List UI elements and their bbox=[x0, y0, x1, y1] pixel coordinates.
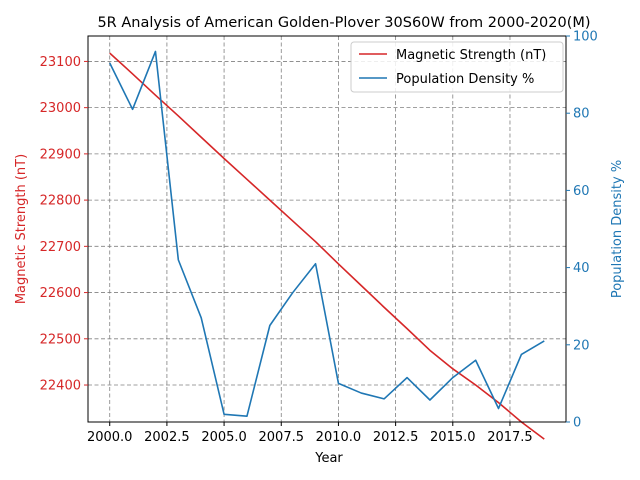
left-y-axis-label: Magnetic Strength (nT) bbox=[14, 154, 29, 304]
plot-frame bbox=[87, 35, 567, 423]
left-y-tick-label: 22800 bbox=[40, 194, 81, 209]
legend-label-population-density: Population Density % bbox=[396, 72, 534, 87]
chart-title: 5R Analysis of American Golden-Plover 30… bbox=[97, 15, 590, 31]
series-lines bbox=[109, 50, 545, 440]
right-y-tick-label: 100 bbox=[573, 30, 598, 45]
right-y-axis-label: Population Density % bbox=[610, 160, 625, 298]
left-y-axis-ticks: 22400 22500 22600 22700 22800 22900 23000 23100 bbox=[40, 55, 88, 394]
x-tick-label: 2017.5 bbox=[487, 430, 533, 445]
right-y-tick-label: 40 bbox=[573, 261, 590, 276]
right-y-tick-label: 0 bbox=[573, 416, 581, 431]
x-axis-ticks: 2000.0 2002.5 2005.0 2007.5 2010.0 2012.5 2015… bbox=[87, 422, 533, 445]
legend-label-magnetic-strength: Magnetic Strength (nT) bbox=[396, 48, 546, 63]
grid-lines bbox=[88, 36, 566, 422]
x-tick-label: 2010.0 bbox=[316, 430, 362, 445]
left-y-tick-label: 22500 bbox=[40, 332, 81, 347]
right-y-tick-label: 80 bbox=[573, 107, 590, 122]
right-y-axis-ticks: 0 20 40 60 80 100 bbox=[566, 30, 598, 431]
right-y-tick-label: 60 bbox=[573, 184, 590, 199]
x-tick-label: 2007.5 bbox=[259, 430, 305, 445]
x-tick-label: 2012.5 bbox=[373, 430, 419, 445]
right-y-tick-label: 20 bbox=[573, 338, 590, 353]
legend: Magnetic Strength (nT) Population Densit… bbox=[350, 41, 564, 93]
series-line-magnetic-strength bbox=[109, 52, 545, 440]
x-tick-label: 2000.0 bbox=[87, 430, 133, 445]
left-y-tick-label: 22900 bbox=[40, 147, 81, 162]
left-y-tick-label: 22700 bbox=[40, 240, 81, 255]
left-y-tick-label: 22400 bbox=[40, 379, 81, 394]
legend-box bbox=[350, 41, 564, 93]
series-line-population-density bbox=[109, 50, 545, 418]
x-axis-label: Year bbox=[314, 451, 343, 466]
x-tick-label: 2005.0 bbox=[201, 430, 247, 445]
left-y-tick-label: 22600 bbox=[40, 286, 81, 301]
left-y-tick-label: 23000 bbox=[40, 101, 81, 116]
x-tick-label: 2002.5 bbox=[144, 430, 190, 445]
x-tick-label: 2015.0 bbox=[430, 430, 476, 445]
left-y-tick-label: 23100 bbox=[40, 55, 81, 70]
